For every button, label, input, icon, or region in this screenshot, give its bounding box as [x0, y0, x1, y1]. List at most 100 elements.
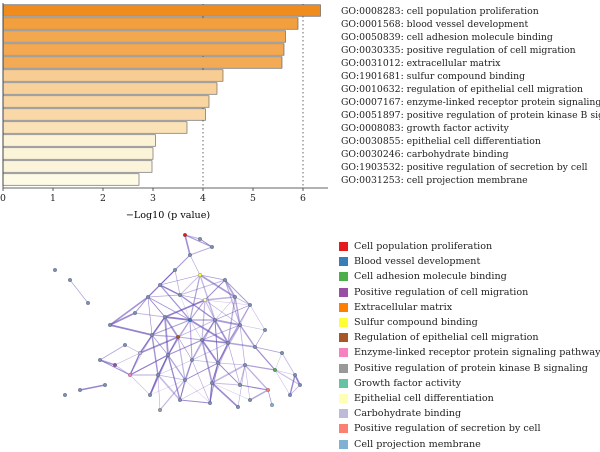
network-edge	[189, 319, 203, 341]
network-edge	[214, 296, 236, 321]
network-node	[248, 398, 252, 402]
bars	[2, 4, 321, 186]
network-edge	[274, 352, 283, 371]
network-edge	[157, 374, 181, 401]
bar	[2, 160, 153, 173]
network-node	[210, 381, 214, 385]
network-edge	[214, 304, 251, 321]
network-edge	[239, 364, 246, 386]
network-edge	[189, 299, 206, 321]
network-edge	[204, 299, 251, 306]
network-edge	[254, 329, 266, 348]
network-edge	[174, 269, 181, 296]
legend-label: Enzyme-linked receptor protein signaling…	[354, 347, 600, 359]
network-node	[128, 373, 132, 377]
network-edge	[289, 374, 296, 396]
category-label: GO:0031012: extracellular matrix	[341, 58, 501, 69]
network-node	[238, 323, 242, 327]
category-label: GO:0001568: blood vessel development	[341, 19, 528, 30]
network-edge	[201, 339, 229, 344]
network-edge	[159, 284, 191, 321]
network-edge	[234, 296, 241, 326]
network-edge	[209, 382, 213, 404]
network-edge	[267, 389, 273, 406]
network-node	[63, 393, 67, 397]
legend-label: Cell population proliferation	[354, 241, 493, 253]
network-node	[253, 345, 257, 349]
network-node	[248, 303, 252, 307]
x-tick-label: 4	[200, 193, 206, 204]
network-node	[78, 388, 82, 392]
network-node	[133, 311, 137, 315]
network-node	[288, 393, 292, 397]
go-term-network	[53, 233, 302, 412]
category-label: GO:0050839: cell adhesion molecule bindi…	[341, 32, 553, 43]
network-edge	[211, 364, 246, 384]
network-node	[98, 358, 102, 362]
category-label: GO:1903532: positive regulation of secre…	[341, 162, 588, 173]
network-edge	[149, 379, 186, 396]
network-edge	[244, 364, 276, 371]
legend-label: Cell projection membrane	[354, 438, 481, 450]
network-node	[158, 408, 162, 412]
x-tick-label: 6	[300, 193, 306, 204]
category-label: GO:0030335: positive regulation of cell …	[341, 45, 576, 56]
network-node	[203, 298, 207, 302]
network-node	[208, 401, 212, 405]
network-node	[236, 405, 240, 409]
network-edge	[224, 279, 241, 326]
x-tick-label: 1	[50, 193, 56, 204]
network-edge	[249, 389, 269, 401]
category-labels: GO:0008283: cell population proliferatio…	[341, 6, 600, 186]
network-node	[103, 383, 107, 387]
network-edge	[134, 296, 149, 314]
network-nodes	[53, 233, 302, 412]
legend-item: Cell population proliferation	[339, 239, 600, 254]
network-edge	[191, 339, 203, 361]
network-node	[148, 393, 152, 397]
network-node	[86, 301, 90, 305]
network-edge	[274, 369, 301, 386]
network-edge	[157, 359, 193, 376]
category-label: GO:0008083: growth factor activity	[341, 123, 510, 134]
legend-swatch	[339, 257, 348, 267]
network-node	[270, 403, 274, 407]
legend-swatch	[339, 318, 348, 328]
network-edge	[147, 296, 153, 336]
network-edge	[129, 374, 151, 396]
legend-item: Epithelial cell differentiation	[339, 391, 600, 406]
network-node	[223, 278, 227, 282]
legend-label: Carbohydrate binding	[354, 408, 462, 420]
network-edge	[99, 344, 126, 361]
network-node	[163, 315, 167, 319]
network-edge	[184, 362, 219, 381]
x-tick-label: 2	[100, 193, 106, 204]
network-edge	[149, 374, 159, 396]
network-edge	[217, 342, 229, 364]
network-node	[198, 273, 202, 277]
bar	[2, 82, 218, 95]
network-node	[178, 293, 182, 297]
bar	[2, 17, 299, 30]
network-node	[158, 283, 162, 287]
network-edge	[159, 284, 181, 296]
network-node	[150, 333, 154, 337]
network-edge	[191, 342, 229, 361]
x-tick-label: 3	[150, 193, 156, 204]
network-edge	[69, 279, 89, 304]
network-edge	[211, 382, 239, 408]
network-edge	[217, 362, 241, 386]
network-edge	[201, 339, 219, 364]
category-label: GO:0031253: cell projection membrane	[341, 175, 528, 186]
network-edge	[114, 364, 131, 376]
network-edge	[199, 274, 236, 298]
network-edge	[151, 334, 159, 376]
network-node	[190, 358, 194, 362]
bar	[2, 56, 283, 69]
legend-swatch	[339, 409, 348, 419]
network-edge	[157, 374, 161, 411]
legend-label: Positive regulation of protein kinase B …	[354, 362, 588, 374]
network-edge	[184, 234, 191, 256]
category-label: GO:0051897: positive regulation of prote…	[341, 110, 600, 121]
network-edge	[249, 304, 266, 331]
